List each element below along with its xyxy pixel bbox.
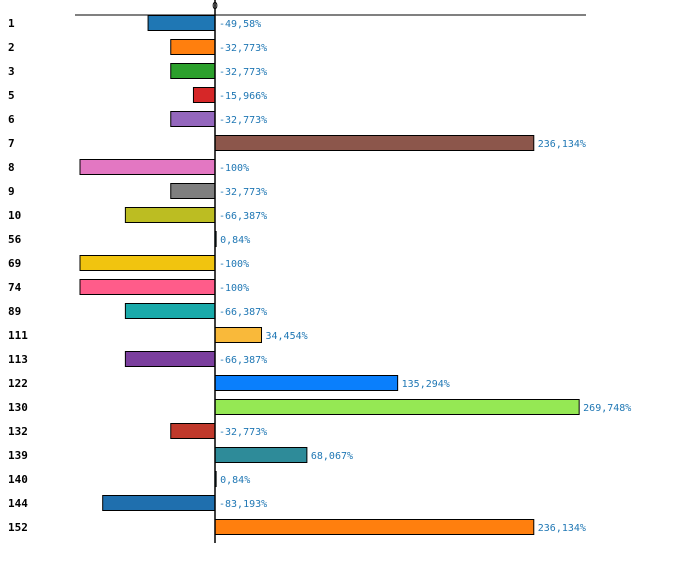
category-label: 10 xyxy=(8,209,21,222)
value-label: 0,84% xyxy=(220,475,250,486)
category-label: 7 xyxy=(8,137,15,150)
bar xyxy=(170,111,216,127)
value-label: 68,067% xyxy=(311,451,353,462)
category-label: 140 xyxy=(8,473,28,486)
bar xyxy=(102,495,216,511)
bar xyxy=(214,519,535,535)
category-label: 8 xyxy=(8,161,15,174)
bar xyxy=(170,183,216,199)
value-label: -83,193% xyxy=(219,499,267,510)
bar xyxy=(147,15,216,31)
category-label: 9 xyxy=(8,185,15,198)
value-label: -32,773% xyxy=(219,67,267,78)
value-label: 34,454% xyxy=(266,331,308,342)
category-label: 139 xyxy=(8,449,28,462)
value-label: -100% xyxy=(219,259,249,270)
value-label: 135,294% xyxy=(402,379,450,390)
category-label: 1 xyxy=(8,17,15,30)
value-label: -100% xyxy=(219,283,249,294)
value-label: -32,773% xyxy=(219,43,267,54)
value-label: -32,773% xyxy=(219,187,267,198)
bar xyxy=(79,255,216,271)
bar xyxy=(170,39,216,55)
value-label: -66,387% xyxy=(219,211,267,222)
value-label: -32,773% xyxy=(219,427,267,438)
value-label: -66,387% xyxy=(219,355,267,366)
category-label: 122 xyxy=(8,377,28,390)
value-label: -100% xyxy=(219,163,249,174)
bar xyxy=(79,279,216,295)
bars-group: 1 -49,58% 2 -32,773% 3 -32,773% 5 -15,966% 6 -32,… xyxy=(8,15,631,535)
category-label: 132 xyxy=(8,425,28,438)
category-label: 2 xyxy=(8,41,15,54)
category-label: 130 xyxy=(8,401,28,414)
category-label: 56 xyxy=(8,233,22,246)
bar xyxy=(170,423,216,439)
category-label: 113 xyxy=(8,353,28,366)
bar xyxy=(170,63,216,79)
bar xyxy=(124,207,216,223)
category-label: 3 xyxy=(8,65,15,78)
category-label: 89 xyxy=(8,305,21,318)
value-label: 269,748% xyxy=(583,403,631,414)
category-label: 5 xyxy=(8,89,15,102)
value-label: 0,84% xyxy=(220,235,250,246)
value-label: -15,966% xyxy=(219,91,267,102)
value-label: -49,58% xyxy=(219,19,261,30)
value-label: 236,134% xyxy=(538,523,586,534)
category-label: 74 xyxy=(8,281,22,294)
bar xyxy=(124,303,216,319)
category-label: 144 xyxy=(8,497,28,510)
bar xyxy=(79,159,216,175)
bar xyxy=(192,87,216,103)
category-label: 69 xyxy=(8,257,21,270)
value-label: 236,134% xyxy=(538,139,586,150)
category-label: 152 xyxy=(8,521,28,534)
bar xyxy=(124,351,216,367)
value-label: -32,773% xyxy=(219,115,267,126)
bar xyxy=(214,447,308,463)
category-label: 6 xyxy=(8,113,15,126)
bar xyxy=(214,135,535,151)
value-label: -66,387% xyxy=(219,307,267,318)
bar xyxy=(214,327,263,343)
bar xyxy=(214,399,580,415)
bar xyxy=(214,375,399,391)
category-label: 111 xyxy=(8,329,28,342)
